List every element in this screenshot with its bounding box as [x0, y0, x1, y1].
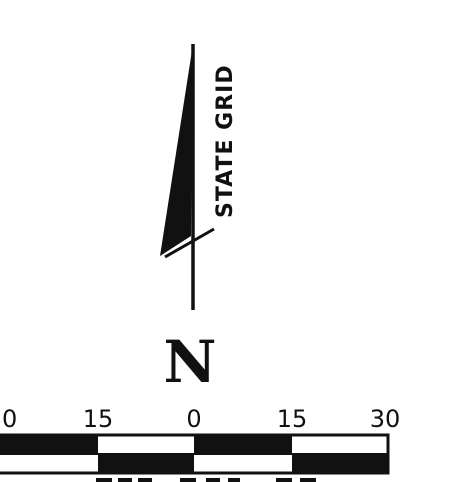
- caption-fragment: [276, 478, 292, 482]
- scale-tick-label: 30: [370, 405, 401, 433]
- caption-fragment: [206, 478, 220, 482]
- scale-caption-partial: [96, 478, 316, 482]
- north-label: N: [163, 328, 216, 396]
- scale-tick-label: 0: [186, 405, 201, 433]
- scale-segment-black: [292, 454, 388, 473]
- scale-segment-black: [0, 435, 98, 454]
- grid-north-pointer: [160, 44, 193, 256]
- caption-fragment: [118, 478, 132, 482]
- scale-segment-black: [194, 435, 292, 454]
- caption-fragment: [300, 478, 316, 482]
- scale-tick-label: 30: [0, 405, 17, 433]
- scale-segment-black: [98, 454, 194, 473]
- state-grid-label: STATE GRID: [213, 64, 238, 218]
- scale-tick-label: 15: [277, 405, 308, 433]
- scale-bar: [0, 433, 390, 475]
- caption-fragment: [138, 478, 152, 482]
- caption-fragment: [96, 478, 112, 482]
- caption-fragment: [228, 478, 240, 482]
- scale-tick-label: 15: [83, 405, 114, 433]
- caption-fragment: [180, 478, 196, 482]
- grid-north-line: [164, 227, 215, 259]
